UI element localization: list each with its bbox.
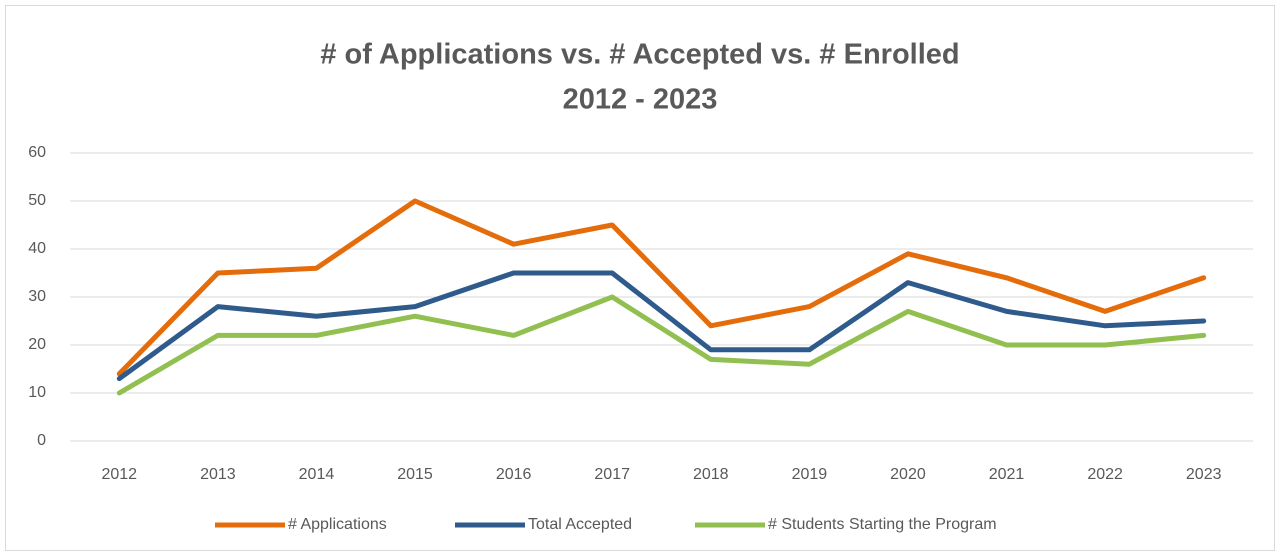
x-tick-label: 2019	[792, 466, 828, 483]
y-tick-label: 60	[28, 144, 46, 161]
y-tick-label: 40	[28, 240, 46, 257]
chart-subtitle: 2012 - 2023	[563, 84, 718, 116]
x-tick-label: 2013	[200, 466, 236, 483]
chart-title: # of Applications vs. # Accepted vs. # E…	[320, 39, 959, 71]
y-tick-label: 50	[28, 192, 46, 209]
y-tick-label: 10	[28, 384, 46, 401]
x-tick-label: 2021	[989, 466, 1025, 483]
y-tick-label: 20	[28, 336, 46, 353]
series-line	[116, 198, 1207, 377]
x-tick-label: 2020	[890, 466, 926, 483]
legend-label: # Applications	[288, 516, 387, 533]
x-tick-label: 2023	[1186, 466, 1222, 483]
x-tick-label: 2018	[693, 466, 729, 483]
y-tick-label: 30	[28, 288, 46, 305]
legend-label: Total Accepted	[528, 516, 632, 533]
x-tick-label: 2016	[496, 466, 532, 483]
x-tick-label: 2014	[299, 466, 335, 483]
legend-label: # Students Starting the Program	[768, 516, 997, 533]
chart-border	[5, 5, 1275, 551]
series-line	[116, 270, 1207, 382]
x-tick-label: 2017	[594, 466, 630, 483]
x-tick-label: 2015	[397, 466, 433, 483]
x-tick-label: 2012	[101, 466, 137, 483]
x-tick-label: 2022	[1087, 466, 1123, 483]
y-tick-label: 0	[37, 432, 46, 449]
series-line	[116, 294, 1207, 396]
